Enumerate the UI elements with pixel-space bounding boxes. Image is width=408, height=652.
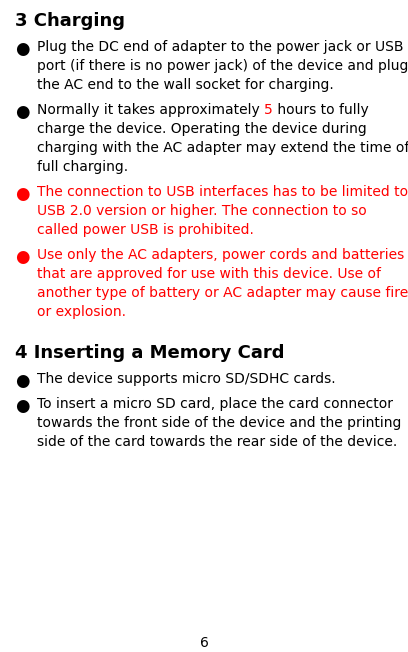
Text: Use only the AC adapters, power cords and batteries: Use only the AC adapters, power cords an… xyxy=(37,248,404,262)
Text: The device supports micro SD/SDHC cards.: The device supports micro SD/SDHC cards. xyxy=(37,372,336,386)
Text: ●: ● xyxy=(15,397,29,415)
Text: or explosion.: or explosion. xyxy=(37,305,126,319)
Text: ●: ● xyxy=(15,185,29,203)
Text: the AC end to the wall socket for charging.: the AC end to the wall socket for chargi… xyxy=(37,78,334,92)
Text: ●: ● xyxy=(15,248,29,266)
Text: hours to fully: hours to fully xyxy=(273,103,368,117)
Text: Plug the DC end of adapter to the power jack or USB: Plug the DC end of adapter to the power … xyxy=(37,40,404,54)
Text: full charging.: full charging. xyxy=(37,160,128,174)
Text: 5: 5 xyxy=(264,103,273,117)
Text: ●: ● xyxy=(15,372,29,390)
Text: port (if there is no power jack) of the device and plug: port (if there is no power jack) of the … xyxy=(37,59,408,73)
Text: another type of battery or AC adapter may cause fire: another type of battery or AC adapter ma… xyxy=(37,286,408,300)
Text: that are approved for use with this device. Use of: that are approved for use with this devi… xyxy=(37,267,381,281)
Text: The connection to USB interfaces has to be limited to: The connection to USB interfaces has to … xyxy=(37,185,408,199)
Text: Normally it takes approximately: Normally it takes approximately xyxy=(37,103,264,117)
Text: ●: ● xyxy=(15,103,29,121)
Text: To insert a micro SD card, place the card connector: To insert a micro SD card, place the car… xyxy=(37,397,393,411)
Text: USB 2.0 version or higher. The connection to so: USB 2.0 version or higher. The connectio… xyxy=(37,204,367,218)
Text: called power USB is prohibited.: called power USB is prohibited. xyxy=(37,223,254,237)
Text: ●: ● xyxy=(15,40,29,58)
Text: towards the front side of the device and the printing: towards the front side of the device and… xyxy=(37,416,401,430)
Text: charge the device. Operating the device during: charge the device. Operating the device … xyxy=(37,122,367,136)
Text: charging with the AC adapter may extend the time of: charging with the AC adapter may extend … xyxy=(37,141,408,155)
Text: side of the card towards the rear side of the device.: side of the card towards the rear side o… xyxy=(37,435,397,449)
Text: 3 Charging: 3 Charging xyxy=(15,12,125,30)
Text: 6: 6 xyxy=(200,636,208,650)
Text: 4 Inserting a Memory Card: 4 Inserting a Memory Card xyxy=(15,344,284,362)
